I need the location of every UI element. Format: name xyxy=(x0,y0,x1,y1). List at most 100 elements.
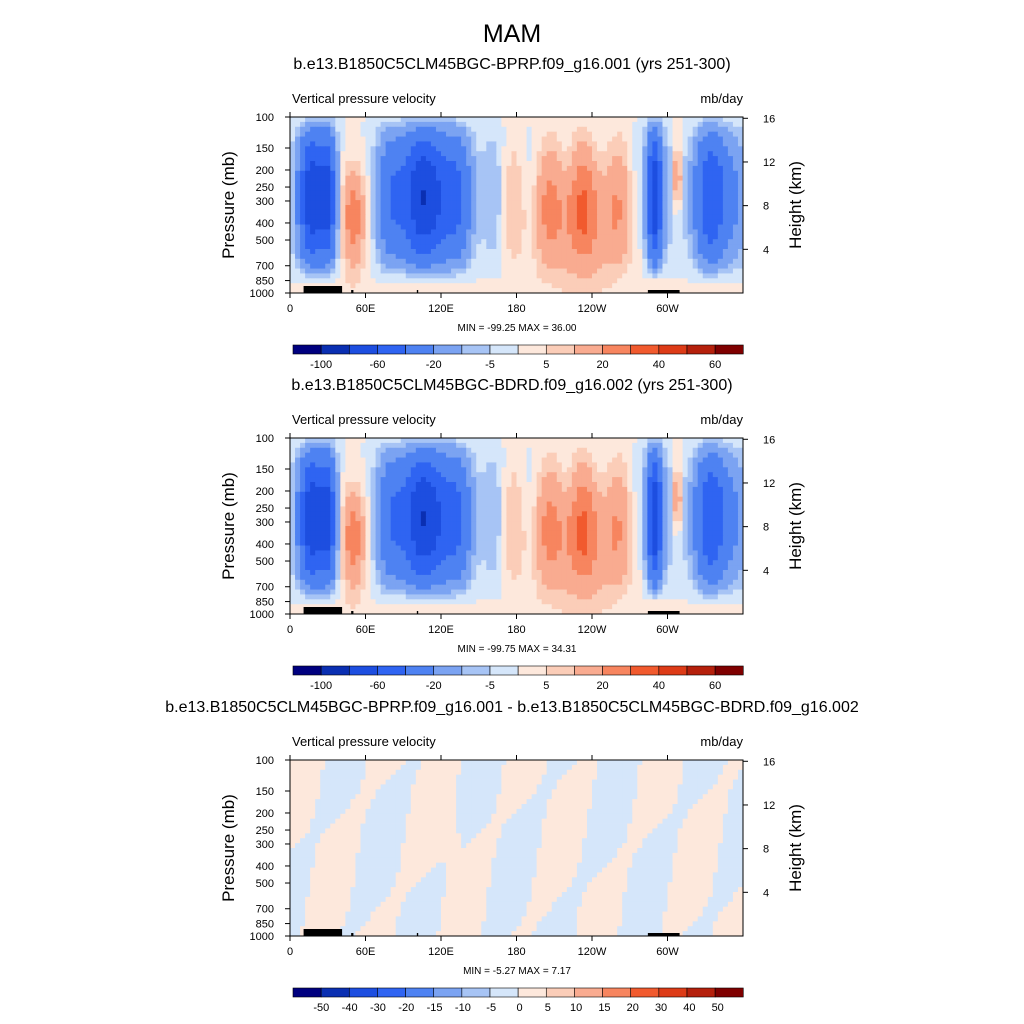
field-cell xyxy=(607,516,613,522)
field-cell xyxy=(390,180,397,186)
field-cell xyxy=(732,175,739,181)
field-cell xyxy=(521,205,527,211)
field-cell xyxy=(682,180,689,186)
field-cell xyxy=(632,482,638,488)
field-cell xyxy=(335,165,341,172)
field-cell xyxy=(405,263,412,269)
field-cell xyxy=(677,131,683,137)
field-cell xyxy=(355,521,361,527)
field-cell xyxy=(592,447,598,454)
field-cell xyxy=(305,467,311,473)
field-cell xyxy=(430,253,437,260)
field-cell xyxy=(526,209,532,216)
field-cell xyxy=(350,165,356,172)
field-cell xyxy=(707,136,714,142)
field-cell xyxy=(556,170,563,177)
field-cell xyxy=(435,496,442,502)
field-cell xyxy=(476,141,482,147)
field-cell xyxy=(551,491,558,498)
field-cell xyxy=(682,288,689,294)
field-cell xyxy=(300,253,306,260)
field-cell xyxy=(566,462,573,468)
field-cell xyxy=(516,219,522,225)
field-cell xyxy=(586,447,593,454)
field-cell xyxy=(435,151,442,157)
field-cell xyxy=(546,205,553,211)
field-cell xyxy=(370,278,376,284)
field-cell xyxy=(375,442,381,449)
field-cell xyxy=(295,526,301,532)
field-cell xyxy=(727,205,734,211)
field-cell xyxy=(586,205,593,211)
field-cell xyxy=(395,121,402,128)
field-cell xyxy=(632,462,638,468)
field-cell xyxy=(511,180,517,186)
field-cell xyxy=(657,511,663,517)
field-cell xyxy=(602,253,608,260)
field-cell xyxy=(712,195,719,201)
field-cell xyxy=(461,258,467,265)
field-cell xyxy=(667,516,673,522)
field-cell xyxy=(727,156,734,162)
field-cell xyxy=(405,477,412,483)
field-cell xyxy=(602,131,608,137)
field-cell xyxy=(592,224,598,230)
field-cell xyxy=(355,263,361,269)
field-cell xyxy=(682,253,689,260)
y-tick-label: 300 xyxy=(256,196,274,208)
field-cell xyxy=(446,278,452,284)
field-cell xyxy=(536,224,543,230)
field-cell xyxy=(300,200,306,206)
field-cell xyxy=(592,214,598,221)
field-cell xyxy=(355,195,361,201)
field-cell xyxy=(662,200,668,206)
field-cell xyxy=(425,141,432,147)
field-cell xyxy=(647,205,653,211)
field-cell xyxy=(451,117,457,123)
field-cell xyxy=(722,501,729,507)
field-cell xyxy=(435,521,442,527)
field-cell xyxy=(441,121,447,128)
field-cell xyxy=(295,205,301,211)
field-cell xyxy=(707,496,714,502)
field-cell xyxy=(622,482,628,488)
field-cell xyxy=(727,117,734,123)
field-cell xyxy=(471,501,477,507)
field-cell xyxy=(310,175,316,181)
field-cell xyxy=(531,496,538,502)
field-cell xyxy=(632,467,638,473)
field-cell xyxy=(506,136,512,142)
field-cell xyxy=(597,472,603,478)
field-cell xyxy=(652,151,658,157)
field-cell xyxy=(597,170,603,177)
field-cell xyxy=(677,288,683,294)
field-cell xyxy=(390,273,397,279)
field-cell xyxy=(451,209,457,216)
field-cell xyxy=(466,442,472,449)
field-cell xyxy=(466,141,472,147)
field-cell xyxy=(461,214,467,221)
field-cell xyxy=(612,126,618,133)
field-cell xyxy=(441,239,447,245)
field-cell xyxy=(456,511,462,517)
field-cell xyxy=(662,136,668,142)
field-cell xyxy=(632,278,638,284)
field-cell xyxy=(707,447,714,454)
field-cell xyxy=(400,496,407,502)
field-cell xyxy=(687,200,694,206)
field-cell xyxy=(360,477,366,483)
field-cell xyxy=(335,452,341,458)
field-cell xyxy=(516,457,522,463)
field-cell xyxy=(300,258,306,265)
field-cell xyxy=(566,244,573,250)
field-cell xyxy=(581,273,588,279)
field-cell xyxy=(627,205,633,211)
field-cell xyxy=(335,283,341,289)
field-cell xyxy=(521,467,527,473)
field-cell xyxy=(581,457,588,463)
field-cell xyxy=(531,234,538,240)
field-cell xyxy=(576,170,583,177)
field-cell xyxy=(642,219,648,225)
field-cell xyxy=(350,185,356,191)
field-cell xyxy=(586,258,593,265)
